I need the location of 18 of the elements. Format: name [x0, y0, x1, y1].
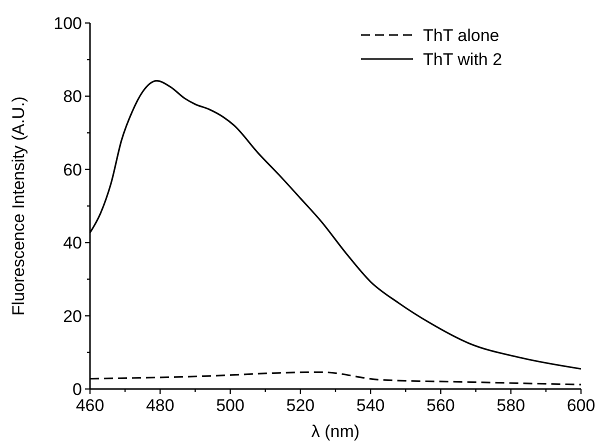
y-tick-label: 100: [54, 14, 82, 33]
x-axis-title: λ (nm): [311, 422, 360, 441]
legend-label: ThT alone: [423, 26, 500, 45]
legend-label: ThT with 2: [423, 50, 502, 69]
y-axis-title: Fluorescence Intensity (A.U.): [9, 96, 28, 316]
y-tick-label: 60: [63, 160, 82, 180]
x-tick-label: 560: [426, 396, 455, 415]
x-tick-label: 600: [566, 396, 596, 415]
y-tick-label: 80: [63, 87, 82, 106]
x-tick-label: 480: [146, 396, 174, 415]
x-tick-label: 520: [286, 396, 315, 415]
x-tick-label: 540: [356, 396, 385, 415]
y-tick-label: 20: [63, 306, 82, 326]
y-tick-label: 0: [72, 380, 82, 399]
x-tick-label: 500: [216, 396, 244, 415]
x-tick-label: 580: [496, 396, 526, 415]
y-tick-label: 40: [63, 234, 82, 253]
x-tick-label: 460: [76, 396, 104, 415]
